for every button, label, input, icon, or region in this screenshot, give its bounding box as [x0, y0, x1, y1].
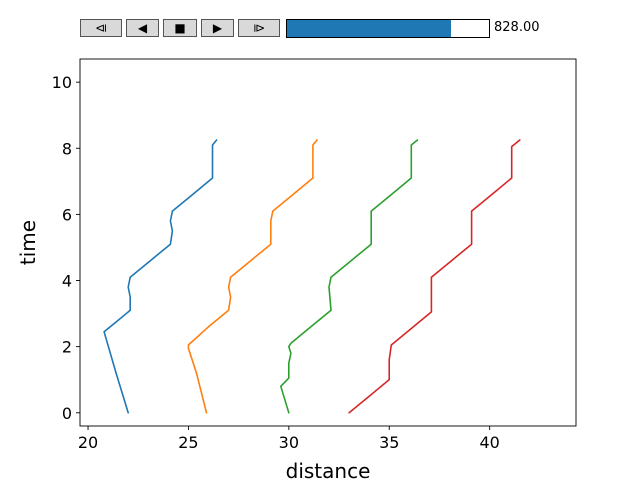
x-tick-label: 35 [379, 433, 399, 452]
animation-toolbar: ⧏ ◀ ■ ▶ ⧐ 828.00 [0, 0, 640, 50]
y-tick-label: 6 [62, 205, 72, 224]
axes-layer: 20 25 30 35 40 0 2 4 6 8 10 [52, 73, 500, 452]
series-line-3 [279, 139, 419, 414]
x-tick-label: 40 [479, 433, 499, 452]
x-tick-label: 25 [178, 433, 198, 452]
frame-slider[interactable] [286, 19, 490, 38]
x-tick-label: 30 [279, 433, 299, 452]
play-reverse-button[interactable]: ◀ [126, 19, 159, 37]
x-axis-label: distance [286, 459, 371, 480]
y-axis-label: time [16, 220, 40, 265]
step-back-button[interactable]: ⧏ [80, 19, 122, 37]
play-button[interactable]: ▶ [201, 19, 234, 37]
y-tick-label: 2 [62, 338, 72, 357]
slider-value-label: 828.00 [494, 20, 540, 35]
slider-fill [287, 20, 451, 37]
series-line-1 [103, 139, 218, 414]
series-line-2 [187, 139, 318, 414]
x-tick-label: 20 [78, 433, 98, 452]
series-line-4 [348, 139, 521, 414]
stop-button[interactable]: ■ [163, 19, 197, 37]
y-tick-label: 8 [62, 139, 72, 158]
step-forward-button[interactable]: ⧐ [238, 19, 280, 37]
y-tick-label: 10 [52, 73, 72, 92]
plot-frame [79, 58, 577, 427]
y-tick-label: 0 [62, 404, 72, 423]
y-tick-label: 4 [62, 272, 72, 291]
series-layer [103, 139, 521, 414]
